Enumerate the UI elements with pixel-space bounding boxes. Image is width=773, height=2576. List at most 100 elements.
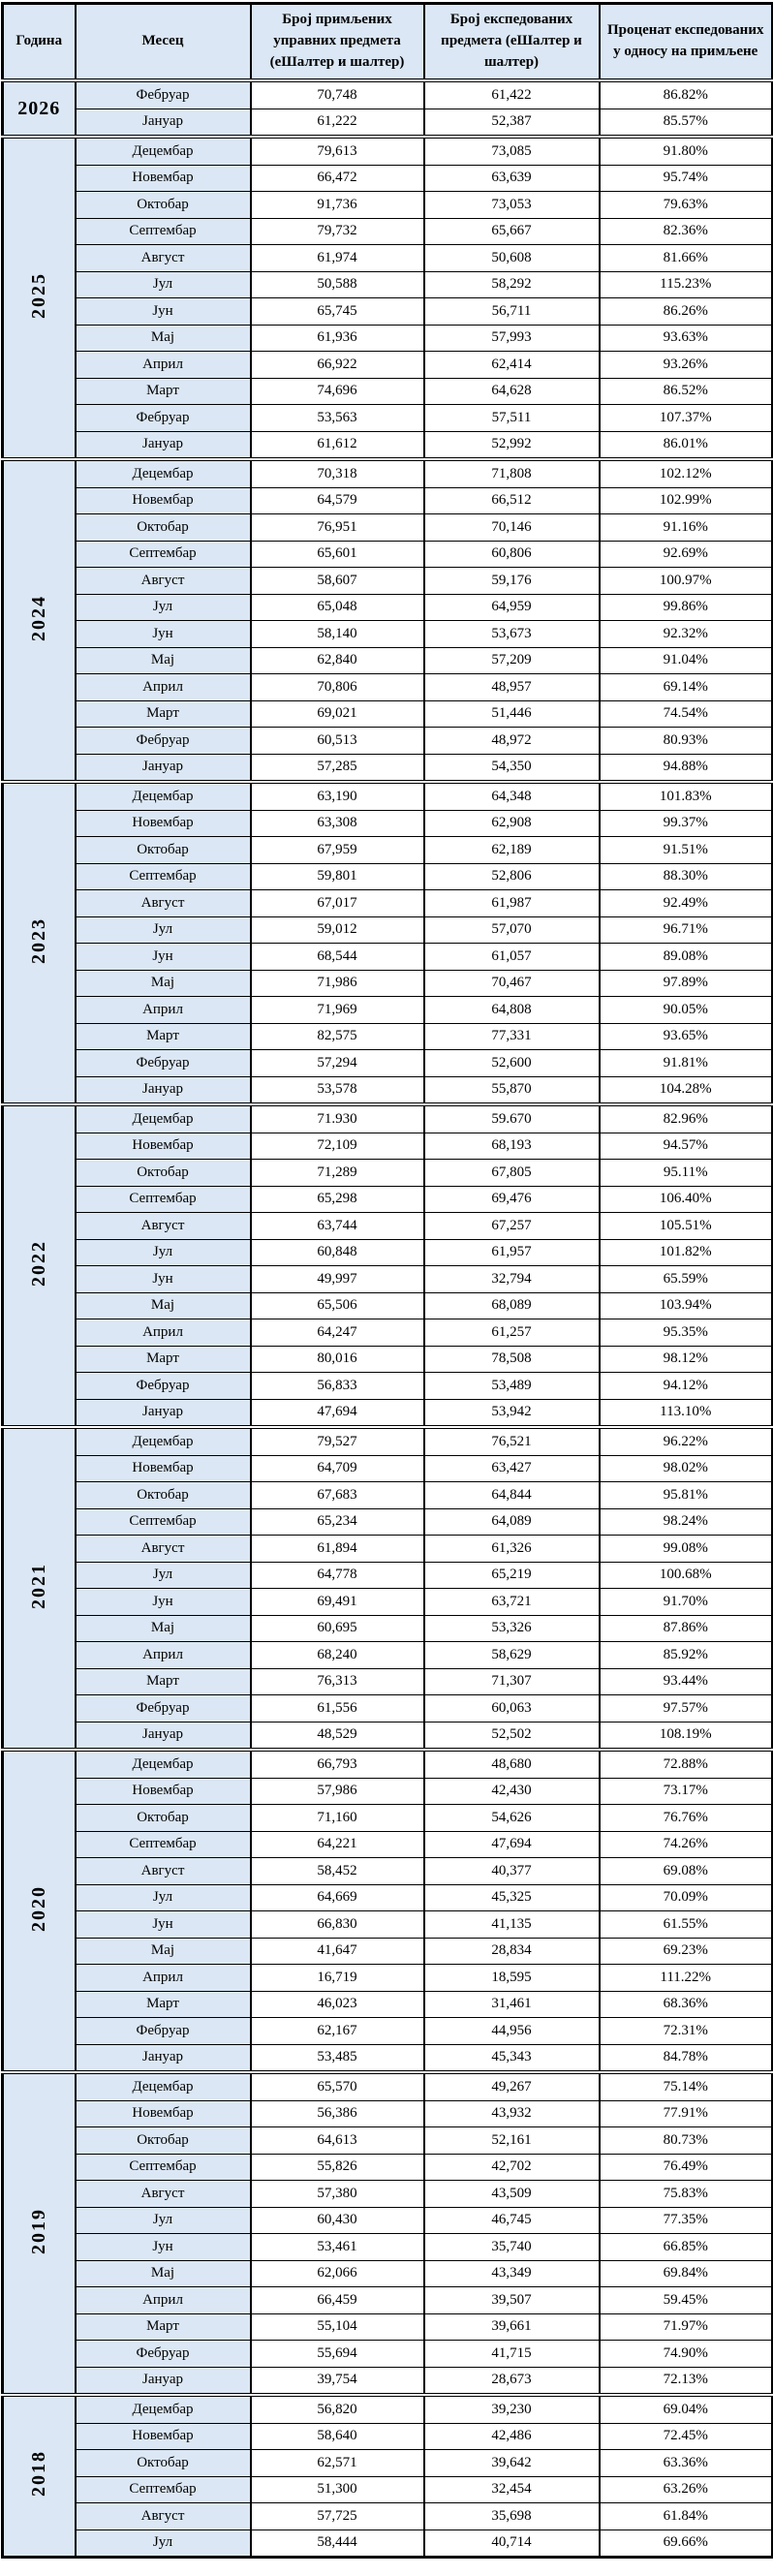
month-cell: Јун — [74, 620, 252, 648]
header-dispatched: Број експедованих предмета (еШалтер и ша… — [422, 2, 601, 82]
received-cell: 79,527 — [249, 1425, 425, 1456]
table-row: 2019 Децембар 65,570 49,267 75.14% — [1, 2070, 773, 2396]
percent-cell: 68.36% — [598, 1990, 773, 2018]
percent-cell: 99.37% — [598, 809, 773, 837]
dispatched-cell: 56,711 — [422, 297, 601, 326]
dispatched-cell: 61,987 — [422, 889, 601, 917]
received-cell: 39,754 — [249, 2366, 425, 2396]
received-cell: 65,234 — [249, 1507, 425, 1536]
received-cell: 79,732 — [249, 217, 425, 245]
table-row: Август 63,744 67,257 105.51% — [3, 1212, 773, 1240]
month-cell: Фебруар — [74, 78, 252, 109]
dispatched-cell: 58,292 — [422, 270, 601, 298]
month-cell: Мај — [74, 1937, 252, 1965]
received-cell: 72,109 — [249, 1132, 425, 1160]
table-row: Август 61,894 61,326 99.08% — [3, 1535, 773, 1563]
month-cell: Март — [74, 1990, 252, 2018]
table-row: Јануар 57,285 54,350 94.88% — [3, 753, 773, 783]
table-row: Септембар 65,601 60,806 92.69% — [3, 540, 773, 568]
received-cell: 66,459 — [249, 2286, 425, 2314]
table-row: Септембар 65,234 64,089 98.24% — [3, 1507, 773, 1536]
month-cell: Октобар — [74, 2449, 252, 2477]
dispatched-cell: 31,461 — [422, 1990, 601, 2018]
percent-cell: 90.05% — [598, 996, 773, 1024]
percent-cell: 95.81% — [598, 1481, 773, 1509]
month-cell: Март — [74, 1345, 252, 1373]
year-cell: 2024 — [1, 457, 77, 783]
year-cell: 2018 — [1, 2393, 77, 2558]
table-row: Јун 69,491 63,721 91.70% — [3, 1588, 773, 1616]
month-cell: Јануар — [74, 430, 252, 460]
received-cell: 63,744 — [249, 1212, 425, 1240]
dispatched-cell: 57,511 — [422, 404, 601, 432]
received-cell: 62,840 — [249, 646, 425, 674]
percent-cell: 104.28% — [598, 1075, 773, 1105]
received-cell: 61,936 — [249, 324, 425, 352]
received-cell: 68,240 — [249, 1641, 425, 1669]
percent-cell: 79.63% — [598, 191, 773, 219]
dispatched-cell: 63,721 — [422, 1588, 601, 1616]
table-row: Јул 60,848 61,957 101.82% — [3, 1238, 773, 1266]
percent-cell: 86.01% — [598, 430, 773, 460]
received-cell: 65,570 — [249, 2070, 425, 2101]
month-cell: Јануар — [74, 2043, 252, 2073]
table-row: Јун 53,461 35,740 66.85% — [3, 2233, 773, 2261]
received-cell: 56,833 — [249, 1372, 425, 1400]
dispatched-cell: 41,135 — [422, 1910, 601, 1939]
percent-cell: 82.36% — [598, 217, 773, 245]
table-row: Новембар 56,386 43,932 77.91% — [3, 2099, 773, 2127]
year-group-2022: 2022 Децембар 71.930 59.670 82.96% Новембар 72… — [1, 1102, 773, 1428]
percent-cell: 111.22% — [598, 1964, 773, 1992]
month-cell: Август — [74, 1535, 252, 1563]
received-cell: 61,222 — [249, 108, 425, 138]
received-cell: 63,190 — [249, 780, 425, 811]
dispatched-cell: 68,193 — [422, 1132, 601, 1160]
table-row: Јул 60,430 46,745 77.35% — [3, 2206, 773, 2234]
month-cell: Јул — [74, 2529, 252, 2558]
table-row: Новембар 64,579 66,512 102.99% — [3, 486, 773, 514]
percent-cell: 76.76% — [598, 1804, 773, 1832]
dispatched-cell: 28,673 — [422, 2366, 601, 2396]
year-label: 2025 — [27, 271, 49, 319]
dispatched-cell: 58,629 — [422, 1641, 601, 1669]
month-cell: Децембар — [74, 1425, 252, 1456]
percent-cell: 74.54% — [598, 699, 773, 728]
percent-cell: 63.26% — [598, 2475, 773, 2503]
table-row: Новембар 72,109 68,193 94.57% — [3, 1132, 773, 1160]
month-cell: Јул — [74, 916, 252, 944]
table-row: Фебруар 62,167 44,956 72.31% — [3, 2017, 773, 2045]
table-row: Март 46,023 31,461 68.36% — [3, 1990, 773, 2018]
received-cell: 91,736 — [249, 191, 425, 219]
percent-cell: 69.66% — [598, 2529, 773, 2558]
table-row: Фебруар 55,694 41,715 74.90% — [3, 2340, 773, 2368]
table-row: Април 66,922 62,414 93.26% — [3, 351, 773, 379]
percent-cell: 100.68% — [598, 1561, 773, 1589]
year-label: 2023 — [27, 916, 49, 964]
table-row: Мај 62,840 57,209 91.04% — [3, 646, 773, 674]
month-cell: Август — [74, 2180, 252, 2208]
month-cell: Август — [74, 889, 252, 917]
percent-cell: 93.26% — [598, 351, 773, 379]
received-cell: 60,430 — [249, 2206, 425, 2234]
received-cell: 79,613 — [249, 135, 425, 166]
dispatched-cell: 71,307 — [422, 1667, 601, 1695]
table-row: Фебруар 57,294 52,600 91.81% — [3, 1049, 773, 1077]
received-cell: 65,048 — [249, 593, 425, 621]
received-cell: 46,023 — [249, 1990, 425, 2018]
table-row: 2026 Фебруар 70,748 61,422 86.82% — [1, 78, 773, 138]
received-cell: 51,300 — [249, 2475, 425, 2503]
received-cell: 66,922 — [249, 351, 425, 379]
received-cell: 61,612 — [249, 430, 425, 460]
table-row: Мај 71,986 70,467 97.89% — [3, 969, 773, 997]
year-label: 2020 — [27, 1884, 49, 1932]
table-row: 2024 Децембар 70,318 71,808 102.12% — [1, 457, 773, 783]
dispatched-cell: 64,844 — [422, 1481, 601, 1509]
month-cell: Јул — [74, 593, 252, 621]
month-cell: Мај — [74, 1614, 252, 1642]
table-row: Јул 50,588 58,292 115.23% — [3, 270, 773, 298]
dispatched-cell: 35,698 — [422, 2502, 601, 2530]
percent-cell: 92.32% — [598, 620, 773, 648]
table-row: Јун 66,830 41,135 61.55% — [3, 1910, 773, 1939]
table-row: Август 61,974 50,608 81.66% — [3, 244, 773, 272]
table-row: Јун 49,997 32,794 65.59% — [3, 1265, 773, 1293]
